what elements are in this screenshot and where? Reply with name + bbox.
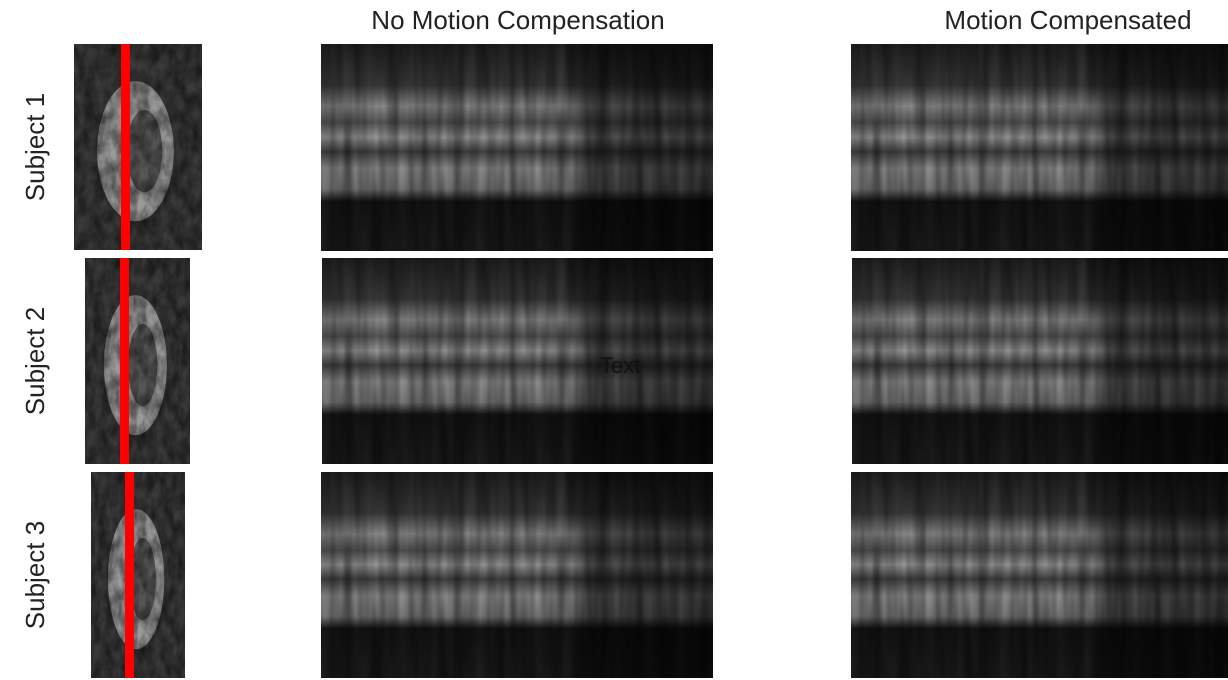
row: Subject 1 xyxy=(20,44,1228,251)
profile-image xyxy=(851,472,1228,678)
row-label: Subject 2 xyxy=(20,307,50,415)
profile-image xyxy=(321,44,713,251)
row-label: Subject 3 xyxy=(20,521,50,629)
column-header: Motion Compensated xyxy=(944,5,1191,35)
kidney-image xyxy=(74,44,202,250)
kidney-image xyxy=(91,472,185,678)
row-label: Subject 1 xyxy=(20,93,50,201)
profile-image xyxy=(321,472,713,678)
profile-image xyxy=(852,258,1228,464)
annotation: Text xyxy=(600,353,640,378)
column-header: No Motion Compensation xyxy=(371,5,664,35)
profile-image xyxy=(851,44,1228,251)
profile-image xyxy=(322,258,713,464)
row: Subject 2 Text xyxy=(20,258,1228,464)
row: Subject 3 xyxy=(20,472,1228,678)
kidney-image xyxy=(85,258,190,464)
